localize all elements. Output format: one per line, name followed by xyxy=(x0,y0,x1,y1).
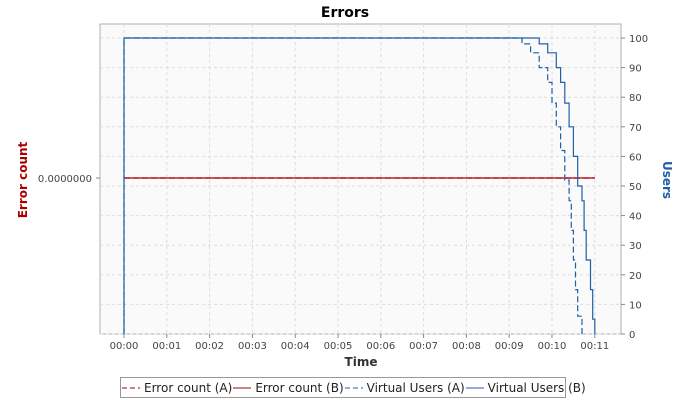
x-tick-label: 00:04 xyxy=(281,341,310,352)
x-axis-ticks: 00:00 00:01 00:02 00:03 00:04 00:05 00:06 00:07… xyxy=(110,334,609,352)
legend-item-virtual-users-b: Virtual Users (B) xyxy=(465,381,586,395)
right-tick-label: 70 xyxy=(629,123,642,134)
left-axis-ticks: 0.0000000 xyxy=(38,174,100,185)
x-tick-label: 00:02 xyxy=(195,341,224,352)
legend-swatch xyxy=(122,387,140,388)
right-axis-title: Users xyxy=(660,161,674,199)
right-tick-label: 90 xyxy=(629,64,642,75)
right-tick-label: 40 xyxy=(629,212,642,223)
right-tick-label: 100 xyxy=(629,34,648,45)
left-tick-label: 0.0000000 xyxy=(38,174,92,185)
x-tick-label: 00:09 xyxy=(495,341,524,352)
plot-area xyxy=(99,23,622,335)
legend-item-virtual-users-a: Virtual Users (A) xyxy=(344,381,465,395)
legend-swatch xyxy=(344,387,363,388)
x-tick-label: 00:03 xyxy=(238,341,267,352)
legend-label: Virtual Users (B) xyxy=(487,380,586,395)
grid-lines xyxy=(100,24,621,335)
right-tick-label: 10 xyxy=(629,300,642,311)
chart-title: Errors xyxy=(321,5,369,21)
right-tick-label: 0 xyxy=(629,330,635,341)
x-tick-label: 00:11 xyxy=(580,341,609,352)
x-tick-label: 00:06 xyxy=(366,341,395,352)
x-tick-label: 00:05 xyxy=(324,341,353,352)
x-axis-title: Time xyxy=(345,355,378,369)
right-tick-label: 50 xyxy=(629,182,642,193)
legend-item-error-count-b: Error count (B) xyxy=(232,380,344,395)
right-axis-ticks: 0 10 20 30 40 50 60 70 80 90 100 xyxy=(621,34,648,341)
left-axis-title: Error count xyxy=(16,141,30,218)
right-tick-label: 80 xyxy=(629,93,642,104)
x-tick-label: 00:10 xyxy=(538,341,567,352)
series-lines xyxy=(123,37,596,334)
x-tick-label: 00:01 xyxy=(152,341,181,352)
legend-label: Error count (A) xyxy=(144,380,233,395)
x-tick-label: 00:00 xyxy=(110,341,139,352)
series-line-2 xyxy=(123,37,583,334)
legend-label: Virtual Users (A) xyxy=(366,380,465,395)
right-tick-label: 60 xyxy=(629,152,642,163)
legend-item-error-count-a: Error count (A) xyxy=(121,381,232,395)
legend-swatch xyxy=(233,387,252,388)
right-tick-label: 30 xyxy=(629,241,642,252)
legend-label: Error count (B) xyxy=(255,380,344,395)
right-tick-label: 20 xyxy=(629,271,642,282)
legend: Error count (A) Error count (B) Virtual … xyxy=(120,377,586,398)
x-tick-label: 00:07 xyxy=(409,341,438,352)
legend-swatch xyxy=(465,387,484,388)
series-line-3 xyxy=(123,37,596,334)
x-tick-label: 00:08 xyxy=(452,341,481,352)
